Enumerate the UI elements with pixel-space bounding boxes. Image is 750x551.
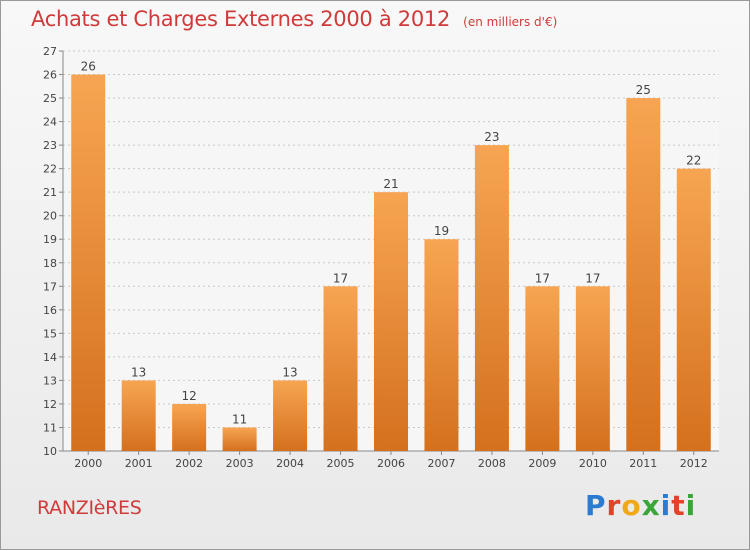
bar [121,380,156,451]
bar-value-label: 19 [434,224,449,238]
y-tick-label: 25 [43,92,57,105]
bar [474,145,509,451]
x-tick-label: 2006 [377,457,405,470]
y-tick-label: 12 [43,398,57,411]
bar-value-label: 12 [182,389,197,403]
proxiti-logo: Proxiti [585,489,696,522]
title-row: Achats et Charges Externes 2000 à 2012 (… [31,7,557,31]
bar-value-label: 13 [282,365,297,379]
y-tick-label: 23 [43,139,57,152]
bar-value-label: 25 [636,83,651,97]
bar-value-label: 13 [131,365,146,379]
x-tick-label: 2004 [276,457,304,470]
bar-value-label: 11 [232,412,247,426]
bar-value-label: 17 [535,271,550,285]
logo-letter: o [621,489,642,522]
bar-value-label: 21 [383,177,398,191]
town-name: RANZIèRES [37,497,142,519]
bar-value-label: 22 [686,154,701,168]
logo-letter: i [685,489,697,522]
bar [71,74,106,451]
y-tick-label: 22 [43,163,57,176]
x-tick-label: 2011 [629,457,657,470]
x-tick-label: 2007 [427,457,455,470]
bar-value-label: 17 [333,271,348,285]
logo-letter: i [660,489,672,522]
y-tick-label: 17 [43,280,57,293]
y-tick-label: 26 [43,69,57,82]
y-tick-label: 14 [43,351,57,364]
y-tick-label: 11 [43,421,57,434]
bar [626,98,661,451]
x-tick-label: 2002 [175,457,203,470]
y-tick-label: 16 [43,304,57,317]
bar [222,427,257,451]
bar [323,286,358,451]
y-tick-label: 18 [43,257,57,270]
y-tick-label: 15 [43,327,57,340]
logo-letter: x [641,489,661,522]
bar-value-label: 26 [81,60,96,74]
x-tick-label: 2010 [579,457,607,470]
logo-letter: t [671,489,686,522]
chart-subtitle: (en milliers d'€) [463,15,558,29]
y-tick-label: 19 [43,233,57,246]
chart-title: Achats et Charges Externes 2000 à 2012 [31,7,451,31]
x-tick-label: 2001 [125,457,153,470]
x-tick-label: 2000 [74,457,102,470]
bar [575,286,610,451]
bar [525,286,560,451]
y-tick-label: 20 [43,210,57,223]
bar [424,239,459,451]
y-tick-label: 24 [43,116,57,129]
bar-value-label: 23 [484,130,499,144]
x-tick-label: 2012 [680,457,708,470]
bar [374,192,408,452]
y-tick-label: 21 [43,186,57,199]
y-tick-label: 27 [43,45,57,58]
bar [172,403,207,451]
x-tick-label: 2005 [327,457,355,470]
logo-letter: r [606,489,622,522]
y-tick-label: 13 [43,374,57,387]
bar [676,168,711,451]
x-tick-label: 2003 [226,457,254,470]
bar [273,380,308,451]
logo-letter: P [585,489,607,522]
x-tick-label: 2009 [528,457,556,470]
x-tick-label: 2008 [478,457,506,470]
bar-value-label: 17 [585,271,600,285]
y-tick-label: 10 [43,445,57,458]
